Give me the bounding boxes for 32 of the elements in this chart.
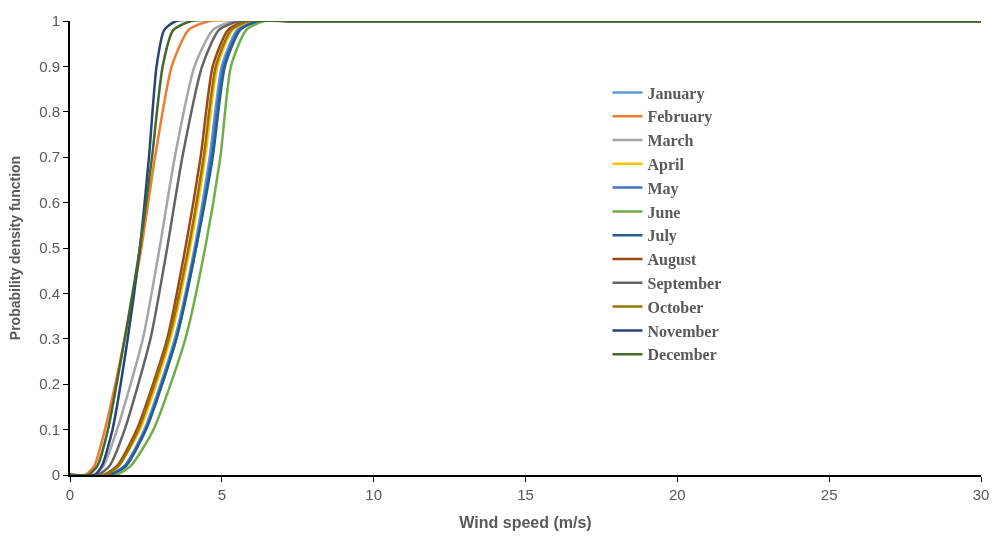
y-axis-title: Probability density function (7, 155, 24, 341)
y-tick-label: 0.6 (39, 193, 60, 211)
legend-label: July (647, 227, 677, 246)
y-tick-label: 0.8 (39, 103, 60, 121)
x-tick-label: 10 (365, 486, 383, 503)
y-tick-label: 0.3 (39, 330, 60, 348)
legend-label: March (647, 132, 694, 150)
y-tick-label: 0.4 (39, 284, 60, 302)
legend-label: May (647, 179, 679, 198)
y-tick-label: 0.1 (39, 420, 60, 438)
legend-label: October (647, 298, 704, 316)
legend-label: December (647, 346, 717, 364)
y-tick-label: 0.2 (39, 375, 60, 393)
x-tick-label: 25 (820, 486, 838, 503)
y-tick-label: 0.7 (39, 148, 60, 166)
legend-label: June (647, 203, 681, 221)
x-tick-label: 0 (65, 486, 75, 503)
x-tick-label: 15 (517, 486, 534, 503)
y-tick-label: 1 (51, 12, 60, 30)
x-tick-label: 20 (668, 486, 686, 503)
y-tick-label: 0 (51, 466, 60, 484)
legend-label: September (647, 275, 722, 294)
legend-label: November (647, 322, 719, 340)
x-tick-label: 30 (972, 486, 990, 503)
legend-label: August (647, 251, 698, 270)
x-axis-title: Wind speed (m/s) (459, 514, 592, 532)
legend-label: April (647, 156, 685, 175)
y-tick-label: 0.9 (39, 57, 60, 75)
y-tick-label: 0.5 (39, 239, 60, 257)
legend-label: January (647, 84, 705, 103)
x-tick-label: 5 (217, 486, 226, 503)
legend-label: February (647, 108, 713, 127)
